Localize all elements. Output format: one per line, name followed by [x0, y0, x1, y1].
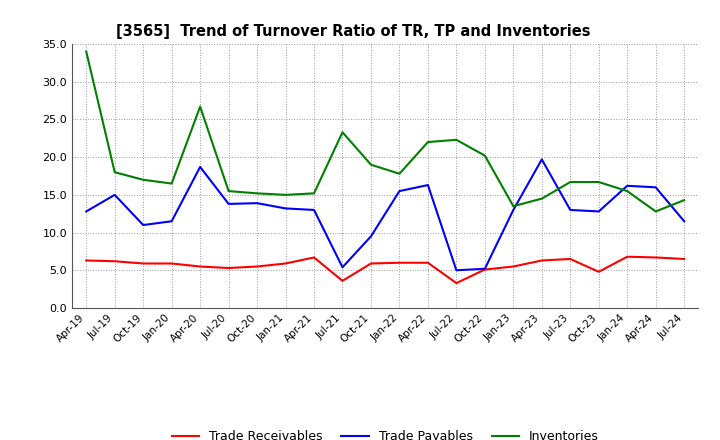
Trade Payables	[196, 164, 204, 169]
Inventories	[623, 188, 631, 194]
Inventories	[167, 181, 176, 186]
Trade Receivables	[167, 261, 176, 266]
Trade Payables	[139, 222, 148, 227]
Trade Payables	[566, 207, 575, 213]
Trade Receivables	[537, 258, 546, 263]
Trade Payables	[452, 268, 461, 273]
Inventories	[139, 177, 148, 183]
Trade Payables	[225, 201, 233, 206]
Inventories	[566, 180, 575, 185]
Trade Receivables	[395, 260, 404, 265]
Inventories	[225, 188, 233, 194]
Inventories	[366, 162, 375, 167]
Legend: Trade Receivables, Trade Payables, Inventories: Trade Receivables, Trade Payables, Inven…	[166, 425, 604, 440]
Inventories	[537, 196, 546, 201]
Inventories	[310, 191, 318, 196]
Inventories	[423, 139, 432, 145]
Trade Receivables	[652, 255, 660, 260]
Trade Payables	[480, 266, 489, 271]
Trade Receivables	[253, 264, 261, 269]
Line: Inventories: Inventories	[86, 51, 684, 212]
Trade Receivables	[139, 261, 148, 266]
Inventories	[395, 171, 404, 176]
Trade Payables	[110, 192, 119, 198]
Text: [3565]  Trend of Turnover Ratio of TR, TP and Inventories: [3565] Trend of Turnover Ratio of TR, TP…	[116, 24, 590, 39]
Trade Receivables	[680, 257, 688, 262]
Trade Receivables	[480, 267, 489, 272]
Trade Payables	[423, 183, 432, 188]
Trade Payables	[680, 219, 688, 224]
Trade Receivables	[623, 254, 631, 259]
Trade Payables	[167, 219, 176, 224]
Inventories	[480, 153, 489, 158]
Inventories	[338, 130, 347, 135]
Trade Payables	[82, 209, 91, 214]
Trade Receivables	[110, 259, 119, 264]
Trade Payables	[395, 188, 404, 194]
Inventories	[196, 104, 204, 109]
Inventories	[652, 209, 660, 214]
Inventories	[282, 192, 290, 198]
Trade Payables	[623, 183, 631, 188]
Trade Receivables	[310, 255, 318, 260]
Inventories	[595, 180, 603, 185]
Trade Receivables	[566, 257, 575, 262]
Inventories	[82, 49, 91, 54]
Line: Trade Payables: Trade Payables	[86, 159, 684, 270]
Inventories	[253, 191, 261, 196]
Trade Receivables	[366, 261, 375, 266]
Trade Receivables	[452, 280, 461, 286]
Inventories	[509, 204, 518, 209]
Trade Payables	[282, 206, 290, 211]
Trade Receivables	[282, 261, 290, 266]
Trade Payables	[253, 201, 261, 206]
Trade Payables	[366, 234, 375, 239]
Trade Payables	[652, 185, 660, 190]
Trade Payables	[338, 264, 347, 270]
Trade Receivables	[82, 258, 91, 263]
Line: Trade Receivables: Trade Receivables	[86, 257, 684, 283]
Trade Receivables	[423, 260, 432, 265]
Trade Payables	[595, 209, 603, 214]
Trade Payables	[537, 157, 546, 162]
Trade Receivables	[509, 264, 518, 269]
Trade Payables	[310, 207, 318, 213]
Trade Receivables	[338, 278, 347, 283]
Inventories	[452, 137, 461, 143]
Trade Receivables	[196, 264, 204, 269]
Inventories	[680, 198, 688, 203]
Trade Payables	[509, 207, 518, 213]
Trade Receivables	[595, 269, 603, 275]
Trade Receivables	[225, 265, 233, 271]
Inventories	[110, 169, 119, 175]
